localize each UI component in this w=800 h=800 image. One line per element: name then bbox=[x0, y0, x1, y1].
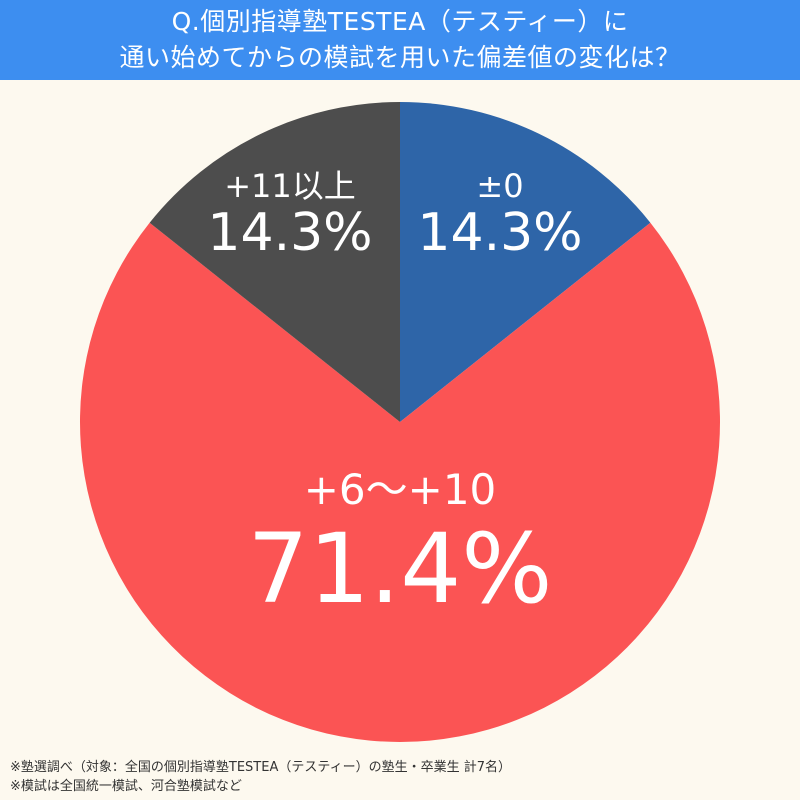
pie-slice bbox=[80, 222, 720, 743]
slice-category-high: +11以上 bbox=[224, 167, 356, 205]
slice-label-mid: +6〜+10 71.4% bbox=[247, 465, 553, 625]
pie-slice bbox=[400, 102, 651, 422]
slice-category-mid: +6〜+10 bbox=[303, 465, 497, 514]
chart-title-banner: Q.個別指導塾TESTEA（テスティー）に 通い始めてからの模試を用いた偏差値の… bbox=[0, 0, 800, 80]
source-note-2: ※模試は全国統一模試、河合塾模試など bbox=[10, 779, 242, 794]
pie-slice bbox=[149, 102, 400, 422]
slice-label-zero: ±0 14.3% bbox=[417, 168, 582, 262]
chart-title-line-1: Q.個別指導塾TESTEA（テスティー）に bbox=[171, 7, 629, 36]
slice-value-zero: 14.3% bbox=[417, 203, 583, 263]
chart-title-line-2: 通い始めてからの模試を用いた偏差値の変化は？ bbox=[119, 43, 681, 72]
slice-value-mid: 71.4% bbox=[247, 513, 553, 625]
slice-category-zero: ±0 bbox=[476, 167, 524, 205]
slice-value-high: 14.3% bbox=[207, 203, 373, 263]
source-notes: ※塾選調べ（対象：全国の個別指導塾TESTEA（テスティー）の塾生・卒業生 計7… bbox=[10, 758, 511, 796]
source-note-1: ※塾選調べ（対象：全国の個別指導塾TESTEA（テスティー）の塾生・卒業生 計7… bbox=[10, 760, 511, 775]
slice-label-high: +11以上 14.3% bbox=[207, 168, 372, 262]
